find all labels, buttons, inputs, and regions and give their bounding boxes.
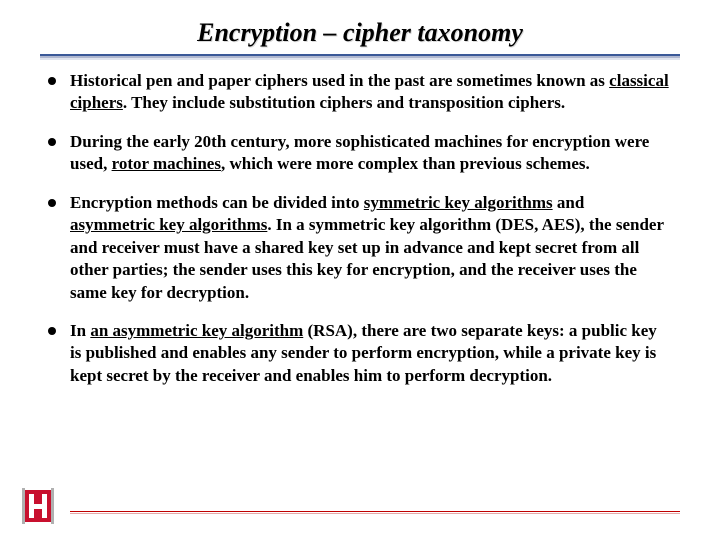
bullet-item: Historical pen and paper ciphers used in… — [48, 70, 672, 115]
bullet-item: During the early 20th century, more soph… — [48, 131, 672, 176]
bullet-dot-icon — [48, 327, 56, 335]
bullet-item: In an asymmetric key algorithm (RSA), th… — [48, 320, 672, 387]
slide-title: Encryption – cipher taxonomy — [197, 18, 523, 48]
bullet-dot-icon — [48, 199, 56, 207]
bullet-item: Encryption methods can be divided into s… — [48, 192, 672, 304]
bullet-text: Historical pen and paper ciphers used in… — [70, 70, 672, 115]
bullet-dot-icon — [48, 77, 56, 85]
bullet-dot-icon — [48, 138, 56, 146]
bullet-text: Encryption methods can be divided into s… — [70, 192, 672, 304]
bullet-text: In an asymmetric key algorithm (RSA), th… — [70, 320, 672, 387]
bullet-text: During the early 20th century, more soph… — [70, 131, 672, 176]
footer-divider — [70, 511, 680, 512]
content-area: Historical pen and paper ciphers used in… — [0, 56, 720, 387]
uh-logo — [18, 486, 58, 526]
